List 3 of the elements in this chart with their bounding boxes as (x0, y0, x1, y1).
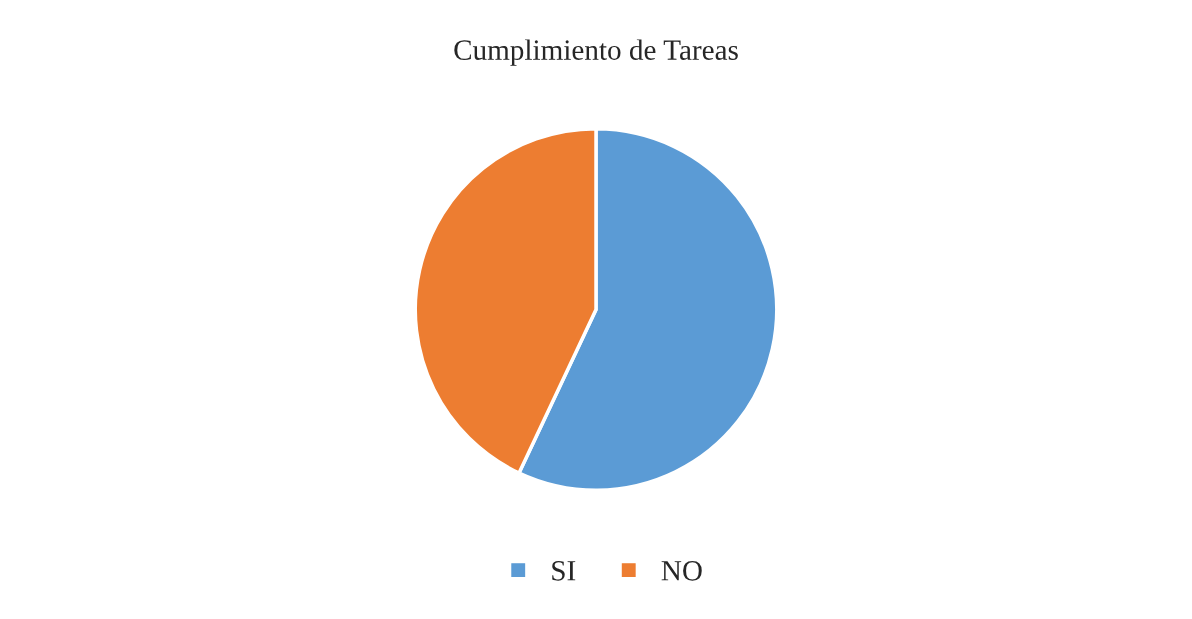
chart-title: Cumplimiento de Tareas (454, 39, 738, 66)
legend-label: SI (552, 561, 576, 581)
legend-label: NO (661, 561, 702, 581)
